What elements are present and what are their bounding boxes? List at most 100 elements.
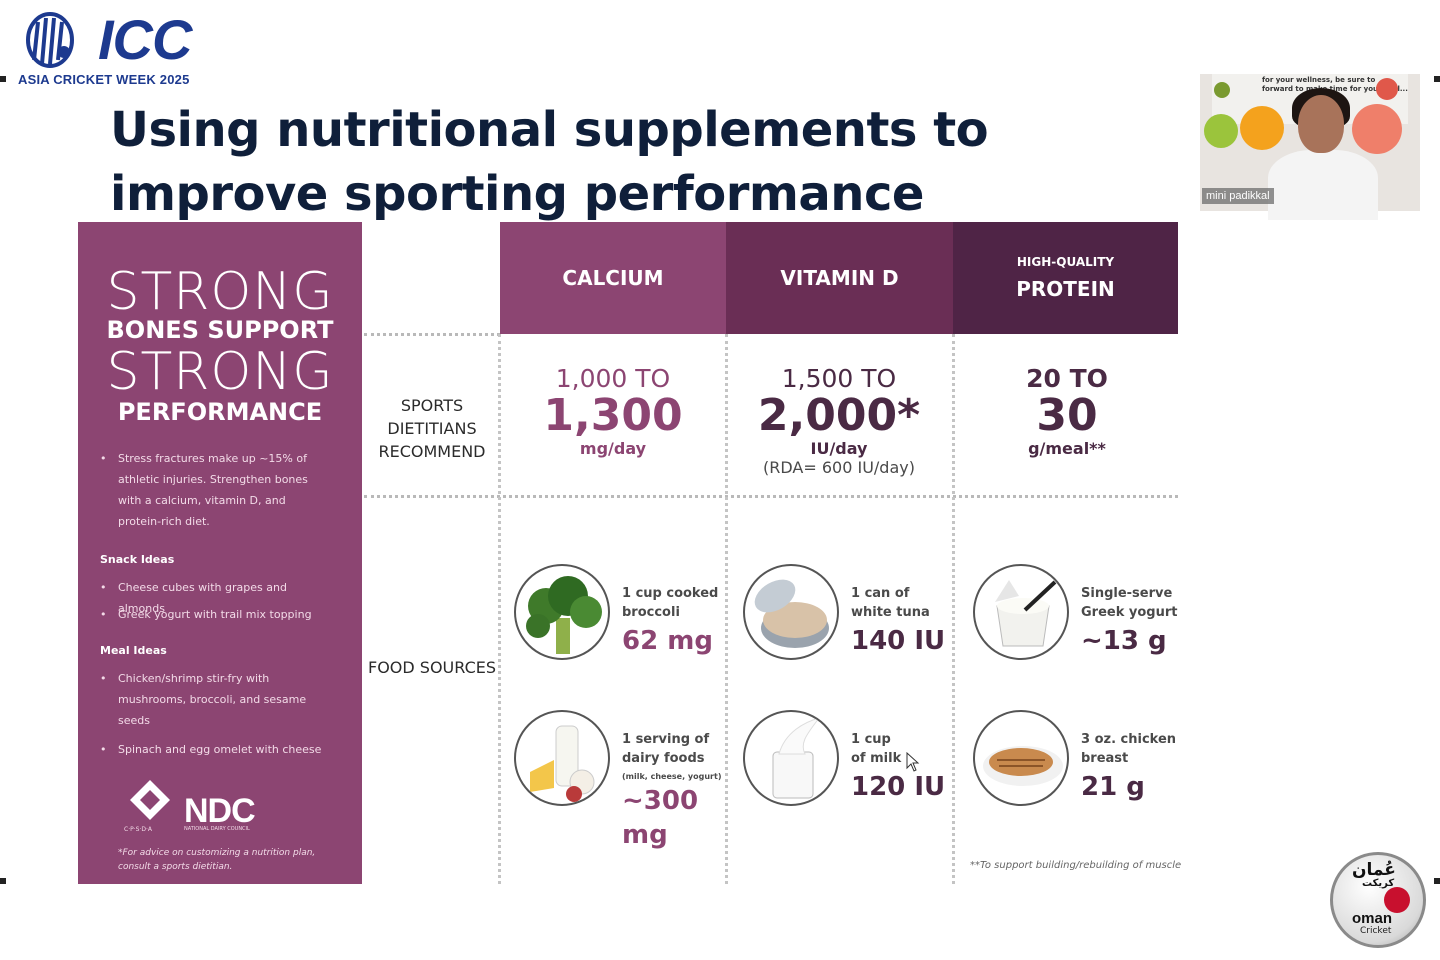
fruit-decoration: [1376, 78, 1398, 100]
food-desc: Single-serve Greek yogurt: [1081, 584, 1177, 622]
recommend-range-start: 1,000 TO: [555, 364, 671, 393]
dairy-icon: [514, 710, 610, 806]
oman-arabic-subtext: كريكت: [1362, 878, 1395, 889]
grid-line: [725, 334, 728, 884]
share-edge-marker: [1434, 76, 1440, 82]
icc-logo-mark-icon: [26, 12, 74, 68]
oman-wordmark: oman: [1352, 910, 1393, 927]
meal-item: Chicken/shrimp stir-fry with mushrooms, …: [100, 668, 328, 731]
oman-arabic-text: عُمان: [1352, 860, 1396, 880]
food-desc: 1 can of white tuna: [851, 584, 930, 622]
food-amount: 120 IU: [851, 772, 946, 802]
food-desc-line: white tuna: [851, 605, 930, 620]
food-desc-line: 1 can of: [851, 586, 910, 601]
cpsda-label: C·P·S·D·A: [124, 826, 152, 833]
food-amount: 62 mg: [622, 626, 713, 656]
food-desc: 3 oz. chicken breast: [1081, 730, 1176, 768]
column-header-sublabel: HIGH-QUALITY: [1016, 255, 1115, 269]
protein-footnote: **To support building/rebuilding of musc…: [970, 860, 1182, 871]
milk-icon: [743, 710, 839, 806]
oman-cricket-badge: [1330, 852, 1426, 948]
column-header-protein: HIGH-QUALITY PROTEIN: [953, 222, 1178, 334]
fruit-decoration: [1240, 106, 1284, 150]
ndc-full-name: NATIONAL DAIRY COUNCIL: [184, 826, 250, 832]
column-header-vitamin-d: VITAMIN D: [726, 222, 953, 334]
recommend-vitamin-d: 1,500 TO 2,000* IU/day (RDA= 600 IU/day): [726, 364, 952, 477]
food-desc-line: 1 cup cooked: [622, 586, 719, 601]
bones-support-heading: BONES SUPPORT: [106, 316, 334, 344]
food-desc-detail: (milk, cheese, yogurt): [622, 772, 722, 781]
recommend-range-end: 2,000*: [757, 390, 921, 441]
video-backdrop-text: for your wellness, be sure to forward to…: [1262, 76, 1408, 93]
recommend-unit: IU/day: [810, 439, 868, 458]
chicken-icon: [973, 710, 1069, 806]
strong-heading: STRONG: [106, 342, 334, 402]
mouse-cursor-icon: [906, 752, 920, 772]
oman-cricket-subtext: Cricket: [1360, 926, 1392, 936]
participant-name-label: mini padikkal: [1202, 188, 1274, 204]
food-amount: 140 IU: [851, 626, 946, 656]
food-desc: 1 serving of dairy foods: [622, 730, 709, 768]
left-info-panel: STRONG BONES SUPPORT STRONG PERFORMANCE …: [78, 222, 362, 884]
cricket-ball-icon: [1384, 887, 1410, 913]
grid-line: [364, 333, 500, 336]
advice-footnote: *For advice on customizing a nutrition p…: [118, 848, 316, 872]
grid-line: [952, 334, 955, 884]
performance-heading: PERFORMANCE: [117, 398, 323, 426]
food-desc-line: Greek yogurt: [1081, 605, 1178, 620]
fruit-decoration: [1214, 82, 1230, 98]
food-desc-line: broccoli: [622, 605, 680, 620]
food-desc-line: 3 oz. chicken: [1081, 732, 1177, 747]
cpsda-logo-icon: [130, 780, 170, 820]
icc-wordmark: ICC: [98, 8, 192, 71]
food-desc: 1 cup of milk: [851, 730, 901, 768]
fruit-decoration: [1204, 114, 1238, 148]
meal-item: Spinach and egg omelet with cheese: [100, 739, 328, 760]
yogurt-icon: [973, 564, 1069, 660]
recommend-range-end: 30: [1036, 390, 1098, 441]
column-header-label: PROTEIN: [1016, 277, 1115, 301]
strong-heading: STRONG: [106, 262, 334, 322]
column-header-calcium: CALCIUM: [500, 222, 726, 334]
ndc-logo: NDC: [184, 792, 256, 830]
recommend-unit: g/meal**: [1028, 439, 1106, 458]
intro-bullet: Stress fractures make up ~15% of athleti…: [100, 448, 328, 532]
share-edge-marker: [0, 76, 6, 82]
food-desc-line: breast: [1081, 751, 1129, 766]
column-header-label: VITAMIN D: [780, 266, 899, 290]
food-desc-line: dairy foods: [622, 751, 705, 766]
icc-logo: ICC ASIA CRICKET WEEK 2025: [18, 10, 218, 90]
food-desc-line: 1 serving of: [622, 732, 710, 747]
broccoli-icon: [514, 564, 610, 660]
food-amount: ~13 g: [1081, 626, 1167, 656]
recommend-calcium: 1,000 TO 1,300 mg/day: [500, 364, 726, 458]
event-name: ASIA CRICKET WEEK 2025: [18, 72, 190, 87]
meal-ideas-heading: Meal Ideas: [100, 644, 167, 657]
food-amount-unit: mg: [622, 820, 668, 850]
column-header-label: CALCIUM: [562, 266, 664, 290]
snack-item: Greek yogurt with trail mix topping: [100, 604, 328, 625]
food-amount: ~300: [622, 786, 699, 816]
row-label-food-sources: FOOD SOURCES: [367, 658, 496, 677]
recommend-rda-note: (RDA= 600 IU/day): [763, 458, 915, 477]
slide-title: Using nutritional supplements to improve…: [110, 102, 989, 222]
recommend-range-start: 20 TO: [1026, 364, 1108, 393]
recommend-range-end: 1,300: [543, 390, 683, 441]
recommend-range-start: 1,500 TO: [781, 364, 897, 393]
participant-face: [1298, 95, 1344, 153]
share-edge-marker: [1434, 878, 1440, 884]
row-label-recommend: SPORTS DIETITIANS RECOMMEND: [378, 396, 486, 461]
food-amount: 21 g: [1081, 772, 1145, 802]
grid-line: [364, 495, 1178, 498]
snack-ideas-heading: Snack Ideas: [100, 553, 175, 566]
food-desc-line: Single-serve: [1081, 586, 1173, 601]
participant-body: [1268, 150, 1378, 220]
share-edge-marker: [0, 878, 6, 884]
tuna-can-icon: [743, 564, 839, 660]
recommend-unit: mg/day: [579, 439, 647, 458]
grid-line: [498, 334, 501, 884]
food-desc-line: of milk: [851, 751, 902, 766]
food-desc-line: 1 cup: [851, 732, 891, 747]
recommend-protein: 20 TO 30 g/meal**: [954, 364, 1180, 458]
food-desc: 1 cup cooked broccoli: [622, 584, 718, 622]
